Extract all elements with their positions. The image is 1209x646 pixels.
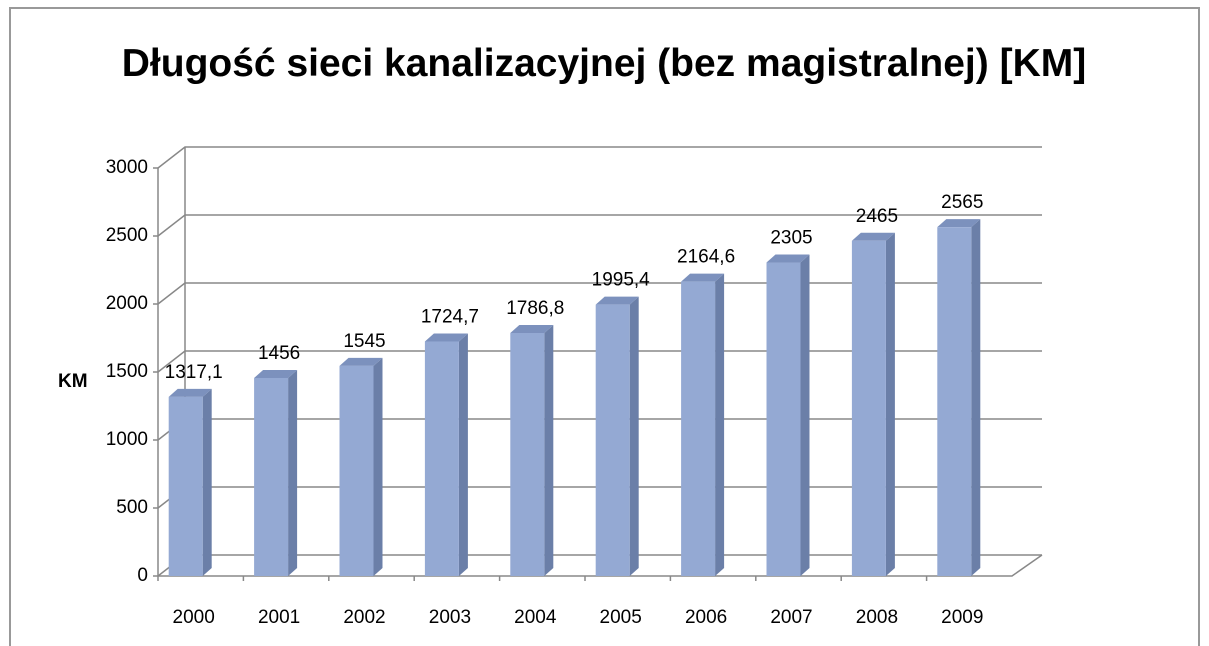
data-label: 2465	[856, 206, 898, 227]
data-label: 1995,4	[592, 270, 651, 291]
bar-top	[595, 296, 639, 305]
bar-side	[885, 232, 895, 576]
data-label: 1317,1	[165, 362, 223, 383]
bar-top	[168, 388, 212, 397]
y-tick-label: 2000	[106, 293, 148, 314]
bar-side	[202, 388, 212, 576]
bar	[851, 240, 886, 576]
data-label: 2164,6	[677, 247, 735, 268]
bar-top	[424, 333, 468, 342]
data-label: 1724,7	[421, 306, 479, 327]
bar-top	[510, 324, 554, 333]
x-tick-label: 2004	[514, 607, 557, 628]
y-tick-label: 2500	[106, 225, 148, 246]
x-tick-label: 2008	[856, 607, 898, 628]
bar-top	[937, 219, 981, 228]
grid-line	[157, 214, 1042, 237]
bar	[595, 304, 630, 576]
x-tick-label: 2007	[770, 607, 812, 628]
bar	[681, 281, 716, 576]
y-tick-label: 1500	[106, 361, 148, 382]
y-tick-label: 0	[137, 565, 148, 586]
bar	[766, 262, 801, 576]
grid-line	[157, 350, 1042, 373]
x-tick-label: 2009	[941, 607, 983, 628]
y-axis-label: KM	[58, 371, 88, 392]
bar-top	[254, 369, 298, 378]
x-tick-label: 2000	[173, 607, 215, 628]
x-tick-label: 2003	[429, 607, 471, 628]
bar-side	[373, 357, 383, 576]
data-label: 1545	[343, 331, 385, 352]
bar	[937, 227, 972, 576]
bar-side	[544, 324, 554, 576]
x-tick-label: 2002	[343, 607, 385, 628]
bar-top	[339, 357, 383, 366]
bar-side	[458, 333, 468, 576]
bar	[339, 365, 374, 576]
data-label: 1456	[258, 343, 300, 364]
grid-line	[157, 146, 1042, 169]
bar	[168, 396, 203, 576]
chart-title: Długość sieci kanalizacyjnej (bez magist…	[121, 42, 1087, 85]
bar-side	[715, 273, 725, 576]
data-label: 2305	[770, 228, 812, 249]
y-tick-label: 3000	[106, 157, 148, 178]
bar-side	[971, 219, 981, 576]
bar	[424, 341, 459, 576]
bar-top	[681, 273, 725, 282]
bar-top	[851, 232, 895, 241]
y-tick-label: 1000	[106, 429, 148, 450]
frame	[9, 7, 1200, 646]
bar-side	[800, 254, 810, 576]
bar-side	[288, 369, 298, 576]
bar-side	[629, 296, 639, 576]
bar	[510, 332, 545, 576]
data-label: 2565	[941, 192, 983, 213]
bar	[254, 377, 289, 576]
x-tick-label: 2001	[258, 607, 300, 628]
y-tick-label: 500	[116, 497, 148, 518]
bar-top	[766, 254, 810, 263]
grid-line	[157, 282, 1042, 305]
x-tick-label: 2006	[685, 607, 727, 628]
x-tick-label: 2005	[600, 607, 642, 628]
data-label: 1786,8	[506, 298, 564, 319]
